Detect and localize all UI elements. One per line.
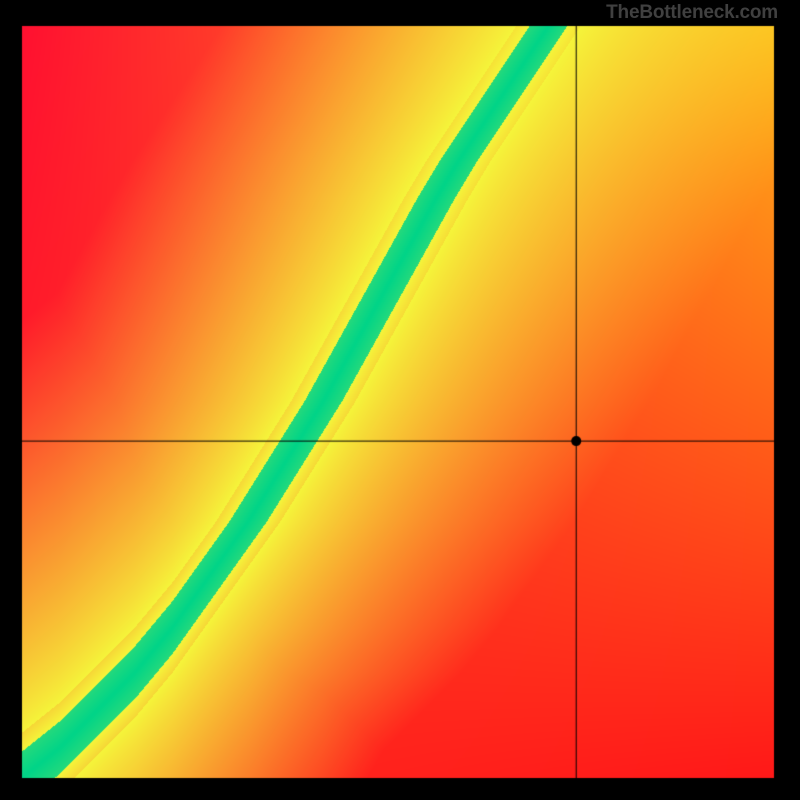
heatmap-canvas: [0, 0, 800, 800]
watermark-text: TheBottleneck.com: [606, 2, 778, 24]
chart-container: TheBottleneck.com: [0, 0, 800, 800]
